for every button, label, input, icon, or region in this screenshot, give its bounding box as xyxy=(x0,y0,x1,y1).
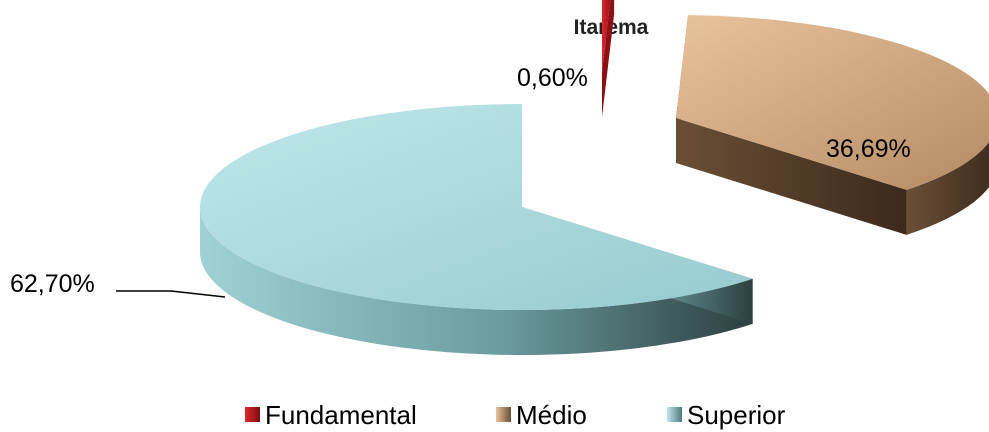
slice-top-face xyxy=(602,0,611,72)
data-label-superior: 62,70% xyxy=(10,270,95,298)
pie-slices xyxy=(200,0,989,356)
legend-label: Fundamental xyxy=(265,400,417,430)
pie-slice-fundamental xyxy=(602,0,615,117)
leader-line xyxy=(116,290,226,298)
legend-item-superior: Superior xyxy=(667,400,786,430)
slice-cut-face xyxy=(676,118,907,235)
pie-slice-superior xyxy=(200,104,753,356)
slice-cut-face xyxy=(602,0,615,117)
slice-top-face xyxy=(676,15,989,190)
slice-top-face xyxy=(200,104,753,310)
slice-side-wall xyxy=(200,207,753,356)
legend-swatch xyxy=(496,407,511,422)
legend-label: Médio xyxy=(516,400,587,430)
data-label-médio: 36,69% xyxy=(826,135,911,163)
pie-slice-médio xyxy=(676,15,989,235)
data-label-fundamental: 0,60% xyxy=(517,64,588,92)
legend-item-médio: Médio xyxy=(496,400,587,430)
legend-label: Superior xyxy=(687,400,786,430)
legend-item-fundamental: Fundamental xyxy=(245,400,417,430)
legend-swatch xyxy=(245,407,260,422)
legend-swatch xyxy=(667,407,682,422)
slice-side-wall xyxy=(906,142,989,235)
legend: Fundamental Médio Superior xyxy=(245,400,786,430)
data-labels: 0,60% 36,69% 62,70% xyxy=(10,64,911,298)
